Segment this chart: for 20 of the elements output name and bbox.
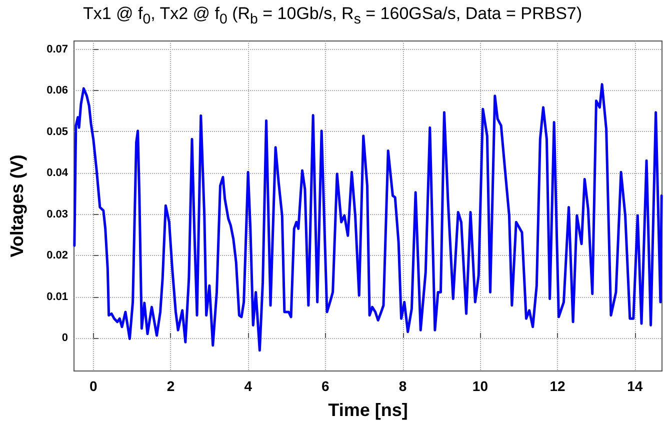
x-tick-label: 2 (166, 378, 175, 394)
x-tick-label: 4 (244, 378, 252, 394)
y-axis-title: Voltages (V) (7, 154, 27, 258)
line-series (73, 83, 663, 352)
y-tick-label: 0.02 (46, 250, 68, 262)
x-tick-label: 0 (89, 378, 98, 394)
x-tick-label: 12 (550, 378, 566, 394)
chart-title: Tx1 @ f$_{0}$, Tx2 @ f$_{0}$ (R$_{b}$ = 10Gb/s, R$_{s}$ = 160GSa/s, Data = PRBS7) (82, 4, 582, 28)
x-axis-title: Time [ns] (328, 400, 408, 420)
y-tick-label: 0.01 (46, 290, 68, 303)
y-tick-label: 0.05 (46, 126, 68, 138)
y-tick-label: 0.04 (46, 167, 69, 179)
x-tick-label: 6 (322, 378, 330, 394)
y-tick-label: 0.07 (46, 43, 68, 56)
x-tick-label: 14 (627, 378, 643, 394)
y-tick-label: 0 (62, 332, 68, 344)
y-tick-label: 0.06 (46, 84, 68, 96)
x-tick-label: 10 (472, 378, 488, 394)
x-tick-label: 8 (398, 378, 407, 394)
y-tick-label: 0.03 (46, 208, 68, 220)
